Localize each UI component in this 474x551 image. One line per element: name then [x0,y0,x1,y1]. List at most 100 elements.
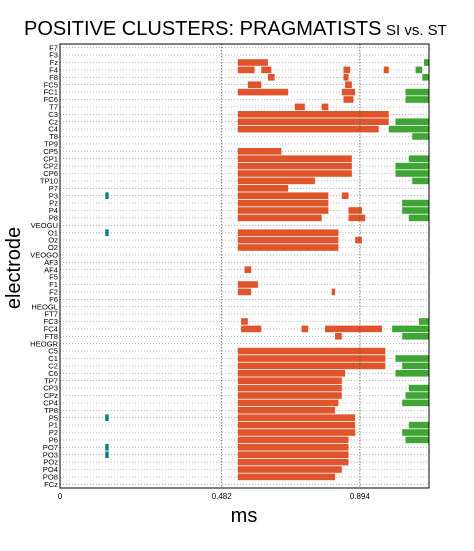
cluster-cell [237,347,386,355]
y-axis-label: electrode [3,227,25,309]
cluster-cell [237,414,356,421]
electrode-label: PO4 [43,465,58,474]
electrode-label: F1 [49,280,58,289]
cluster-cell [341,192,349,199]
cluster-cell [301,325,309,333]
cluster-cell [105,414,109,421]
cluster-cell [247,81,262,88]
cluster-cell [294,103,305,111]
x-tick-labels: 0 0.482 0.894 [58,492,371,501]
cluster-cell [395,162,429,170]
cluster-cell [237,392,342,399]
cluster-cell [405,96,429,103]
cluster-cell [395,118,429,125]
electrode-label: C2 [48,362,58,371]
electrode-label: T7 [49,103,58,112]
cluster-cell [237,192,329,199]
cluster-cell [402,362,429,370]
electrode-label: P5 [49,413,58,422]
cluster-cell [402,207,429,214]
cluster-cell [237,355,386,362]
cluster-cell [422,74,429,81]
cluster-cell [237,429,356,436]
electrode-label: C3 [48,110,58,119]
electrode-label: C6 [48,369,58,378]
cluster-cell [241,318,248,325]
cluster-cell [237,177,315,185]
cluster-cell [237,444,349,451]
electrode-label: CP6 [43,169,58,178]
electrode-label: F2 [49,288,58,297]
electrode-label: PO3 [43,450,58,459]
cluster-cell [408,214,429,222]
cluster-cell [237,148,282,155]
electrode-label: P4 [49,206,58,215]
cluster-cell [237,473,336,481]
cluster-cell [335,333,342,340]
electrode-label: FC3 [44,317,58,326]
electrode-label: C4 [48,125,58,134]
electrode-label: F8 [49,73,58,82]
cluster-cell [405,436,429,444]
electrode-label: Oz [48,236,58,245]
cluster-cell [237,362,386,370]
cluster-cell [237,111,389,118]
x-tick-label: 0.482 [212,492,233,501]
electrode-label: TP8 [44,406,58,415]
electrode-label: CP4 [43,399,58,408]
electrode-label: T8 [49,132,58,141]
electrode-label: HEOGR [30,339,58,348]
cluster-cell [237,407,336,414]
electrode-label: O2 [48,243,58,252]
electrode-label: P1 [49,421,58,430]
electrode-label: CP2 [43,162,58,171]
cluster-cell [237,458,349,466]
cluster-cell [237,162,352,170]
electrode-label: FCz [44,480,58,489]
cluster-cell [392,325,429,333]
x-tick-label: 0.894 [350,492,371,501]
electrode-label: F5 [49,273,58,282]
cluster-cell [395,355,429,362]
cluster-cell [237,384,342,392]
cluster-cell [237,370,346,377]
cluster-cell [405,88,429,96]
cluster-cell [237,421,356,429]
electrode-label: Fz [50,58,59,67]
cluster-cell [423,59,429,66]
cluster-cell [244,266,252,273]
cluster-cell [402,199,429,207]
electrode-label: FC1 [44,88,58,97]
electrode-label: TP7 [44,376,58,385]
cluster-cell [345,81,352,88]
electrode-label: VEOGU [31,221,58,230]
cluster-cell [105,444,109,451]
reference-lines [221,44,361,488]
x-axis-label: ms [231,505,258,527]
cluster-cell [383,66,389,74]
cluster-cell [237,229,339,236]
cluster-cell [237,451,349,458]
cluster-cell [405,392,429,399]
cluster-cell [237,377,342,384]
electrode-label: O1 [48,228,58,237]
electrode-label: F7 [49,43,58,52]
electrode-label: CPz [44,391,59,400]
cluster-cell [237,125,379,133]
electrode-label: C5 [48,347,58,356]
cluster-cell [237,466,342,473]
cluster-cell [408,384,429,392]
electrode-label: P6 [49,436,58,445]
electrode-label: FC5 [44,80,58,89]
x-tick-label: 0 [58,492,63,501]
cluster-cell [418,318,429,325]
cluster-cell [237,436,349,444]
cluster-cell [343,96,354,103]
cluster-cell [343,66,351,74]
electrode-label: Cz [49,117,58,126]
electrode-label: PO7 [43,443,58,452]
cluster-cell [237,281,258,288]
electrode-label: F4 [49,66,58,75]
cluster-cell [408,155,429,162]
cluster-cell [395,370,429,377]
